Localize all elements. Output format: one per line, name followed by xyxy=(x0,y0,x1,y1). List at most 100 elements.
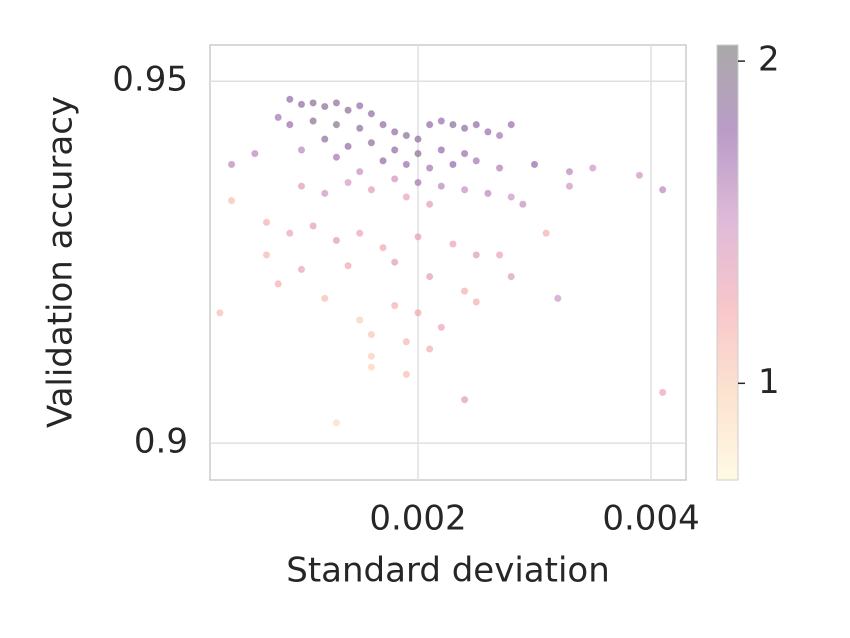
point xyxy=(297,182,306,190)
point xyxy=(554,294,562,303)
point xyxy=(356,167,364,176)
point xyxy=(635,171,644,179)
point xyxy=(460,186,469,194)
point xyxy=(251,149,259,158)
point xyxy=(425,345,434,353)
y-axis-label: Validation accuracy xyxy=(41,96,81,428)
point xyxy=(297,265,306,274)
point xyxy=(332,99,341,107)
point xyxy=(589,164,597,172)
point xyxy=(484,189,492,198)
point xyxy=(274,113,282,122)
point xyxy=(402,131,411,140)
point xyxy=(309,222,317,230)
point xyxy=(425,120,434,129)
point xyxy=(414,233,422,241)
point xyxy=(309,99,317,107)
point xyxy=(507,193,515,201)
point xyxy=(542,229,550,237)
point xyxy=(286,95,294,103)
point xyxy=(402,338,411,346)
point xyxy=(414,178,422,187)
point xyxy=(367,139,376,147)
point xyxy=(565,167,574,176)
point xyxy=(402,160,411,169)
point xyxy=(507,120,515,129)
point xyxy=(297,146,306,154)
point xyxy=(437,117,445,125)
point xyxy=(414,309,422,317)
point xyxy=(472,120,480,129)
point xyxy=(332,120,341,129)
point xyxy=(658,186,667,194)
point xyxy=(425,272,434,281)
point xyxy=(472,157,480,165)
point xyxy=(472,251,480,259)
point xyxy=(390,146,399,154)
point xyxy=(274,280,282,288)
point xyxy=(227,160,236,169)
point xyxy=(390,258,399,266)
point xyxy=(507,272,515,281)
point xyxy=(495,251,504,259)
point xyxy=(356,229,364,237)
point xyxy=(414,135,422,143)
point xyxy=(344,106,352,114)
point xyxy=(449,160,457,169)
point xyxy=(332,419,341,427)
point xyxy=(367,363,376,371)
point xyxy=(332,236,341,245)
point xyxy=(449,120,457,129)
point xyxy=(484,128,492,136)
point xyxy=(437,323,445,331)
point xyxy=(425,200,434,208)
point xyxy=(495,164,504,172)
point xyxy=(309,117,317,125)
colorbar-tick-label: 1 xyxy=(758,362,780,402)
point xyxy=(379,120,387,129)
point xyxy=(402,370,411,379)
point xyxy=(356,102,364,110)
point xyxy=(321,102,329,111)
colorbar xyxy=(716,44,739,481)
point xyxy=(344,178,352,187)
point xyxy=(262,251,271,259)
point xyxy=(530,160,539,169)
colorbar-tick-label: 2 xyxy=(758,40,780,80)
point xyxy=(460,149,469,158)
point xyxy=(379,243,387,252)
point xyxy=(460,287,469,295)
point xyxy=(332,153,341,161)
point xyxy=(390,301,399,310)
point xyxy=(367,110,376,118)
y-tick-label: 0.9 xyxy=(134,422,188,462)
point xyxy=(390,175,399,183)
point xyxy=(286,120,294,129)
point xyxy=(367,186,376,194)
point xyxy=(321,189,329,198)
point xyxy=(379,157,387,165)
point xyxy=(367,352,376,360)
point xyxy=(356,124,364,132)
point xyxy=(321,135,329,143)
point xyxy=(565,182,574,190)
point xyxy=(356,316,364,324)
x-tick-label: 0.004 xyxy=(602,499,699,539)
point xyxy=(227,196,236,205)
point xyxy=(216,309,224,317)
point xyxy=(402,193,411,201)
point xyxy=(437,146,445,154)
point xyxy=(262,218,271,227)
point xyxy=(321,294,329,303)
point xyxy=(367,330,376,339)
x-axis-label: Standard deviation xyxy=(286,551,610,591)
point xyxy=(495,131,504,140)
point xyxy=(449,240,457,248)
point xyxy=(460,395,469,404)
point xyxy=(286,229,294,237)
plot-area xyxy=(209,44,687,481)
point xyxy=(297,100,306,109)
point xyxy=(344,142,352,151)
point xyxy=(658,388,667,397)
